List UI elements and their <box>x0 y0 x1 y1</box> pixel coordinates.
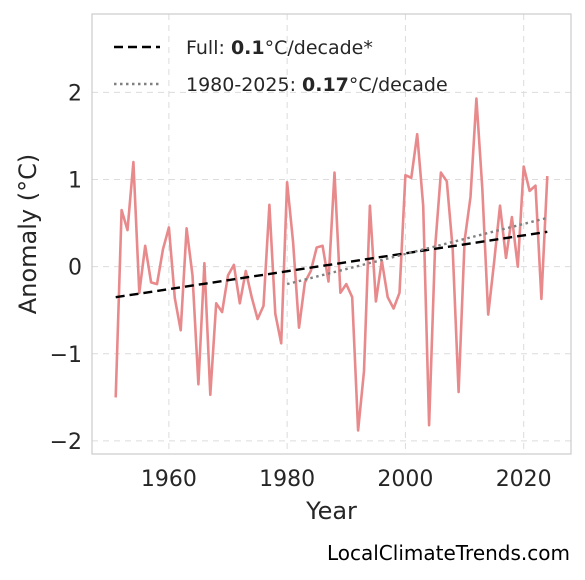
x-axis-label: Year <box>305 497 357 525</box>
legend-entry-recent: 1980-2025: 0.17°C/decade <box>186 74 448 96</box>
y-ticks: −2 −1 0 1 2 <box>50 81 82 455</box>
y-axis-label: Anomaly (°C) <box>14 154 42 314</box>
y-tick-label: −2 <box>50 430 82 455</box>
legend-full-value: 0.1 <box>231 37 265 59</box>
x-tick-label: 1980 <box>259 467 315 492</box>
y-tick-label: 2 <box>68 81 82 106</box>
plot-frame <box>91 13 572 455</box>
x-tick-label: 2000 <box>377 467 433 492</box>
trend-line-recent <box>286 216 548 286</box>
x-tick-label: 2020 <box>496 467 552 492</box>
legend-entry-full: Full: 0.1°C/decade* <box>186 37 373 59</box>
legend-full-suffix: °C/decade* <box>265 37 373 59</box>
x-ticks: 1960 1980 2000 2020 <box>141 467 552 492</box>
legend-recent-suffix: °C/decade <box>349 74 448 96</box>
y-tick-label: 1 <box>68 169 82 194</box>
legend-recent-prefix: 1980-2025: <box>186 74 302 96</box>
anomaly-series-line <box>114 97 549 432</box>
legend: Full: 0.1°C/decade* 1980-2025: 0.17°C/de… <box>114 37 448 96</box>
x-tick-label: 1960 <box>141 467 197 492</box>
trend-line-full <box>115 230 548 299</box>
y-tick-label: −1 <box>50 343 82 368</box>
legend-full-prefix: Full: <box>186 37 231 59</box>
y-tick-label: 0 <box>68 256 82 281</box>
legend-recent-value: 0.17 <box>302 74 349 96</box>
watermark: LocalClimateTrends.com <box>327 541 570 565</box>
series-layer <box>114 97 549 432</box>
